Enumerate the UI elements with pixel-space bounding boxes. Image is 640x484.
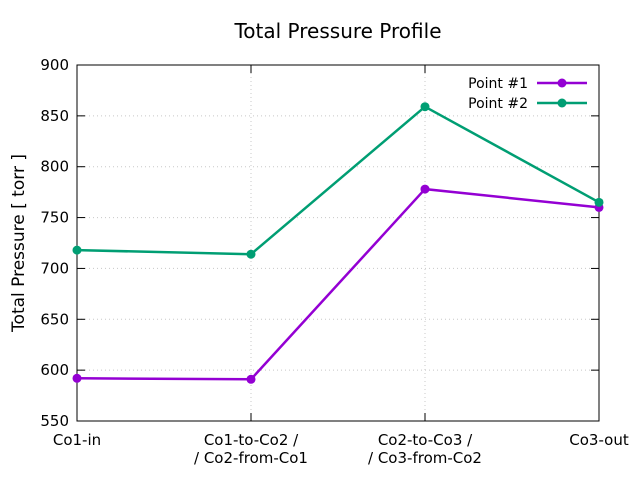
series-line-point-2 <box>76 105 600 256</box>
legend-label-point-2: Point #2 <box>468 96 528 112</box>
data-point-point-2 <box>420 102 430 112</box>
legend: Point #1 Point #2 <box>468 76 587 112</box>
plot-area: 550 600 650 700 750 800 850 900 Co1-in Co1-to-Co2… <box>40 56 628 467</box>
data-point-point-1 <box>420 184 430 194</box>
y-tick-label: 650 <box>40 310 69 328</box>
data-point-point-2 <box>594 197 604 207</box>
plot-border <box>76 64 600 422</box>
legend-sample-marker <box>557 78 567 88</box>
data-point-point-2 <box>72 245 82 255</box>
x-tick-label: Co3-out <box>569 431 629 449</box>
y-tick-label: 550 <box>40 412 69 430</box>
y-tick-label: 750 <box>40 209 69 227</box>
legend-sample-marker <box>557 98 567 108</box>
y-tick-label: 800 <box>40 158 69 176</box>
data-point-point-1 <box>72 373 82 383</box>
y-axis-label: Total Pressure [ torr ] <box>9 154 29 333</box>
y-tick-label: 850 <box>40 107 69 125</box>
legend-samples <box>537 78 587 108</box>
x-tick-label: Co1-to-Co2 / <box>204 431 299 449</box>
y-tick-label: 600 <box>40 361 69 379</box>
series-line-point-1 <box>76 187 600 381</box>
chart-title: Total Pressure Profile <box>233 19 441 43</box>
x-tick-label: Co1-in <box>53 431 101 449</box>
y-tick-label: 700 <box>40 259 69 277</box>
x-tick-label: / Co3-from-Co2 <box>368 449 482 467</box>
x-tick-label: Co2-to-Co3 / <box>378 431 473 449</box>
data-point-point-2 <box>246 249 256 259</box>
x-tick-label: / Co2-from-Co1 <box>194 449 308 467</box>
y-tick-label: 900 <box>40 56 69 74</box>
data-point-point-1 <box>246 374 256 384</box>
legend-label-point-1: Point #1 <box>468 76 528 92</box>
